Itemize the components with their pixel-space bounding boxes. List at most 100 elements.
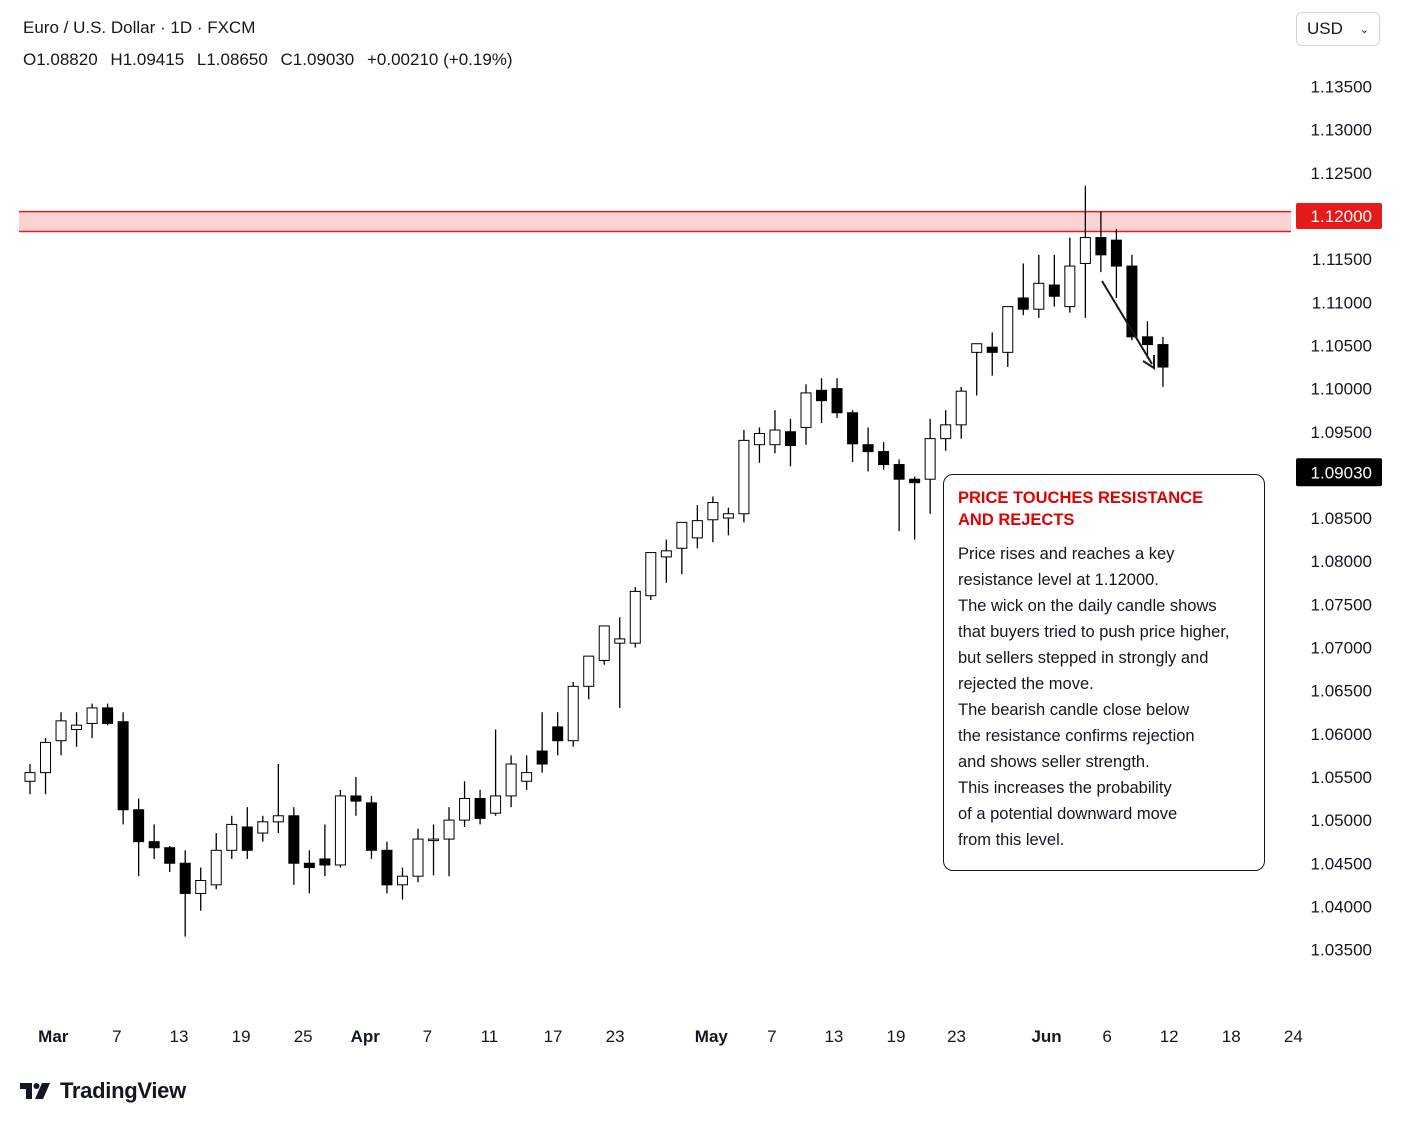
annotation-line: and shows seller strength.: [958, 753, 1150, 771]
candle-body-bullish: [1002, 306, 1014, 353]
candle-body-bearish: [1157, 344, 1169, 368]
candle-body-bearish: [365, 802, 377, 851]
candle-body-bearish: [1017, 297, 1029, 310]
candle-body-bullish: [707, 502, 719, 521]
price-tick-label: 1.07500: [1311, 595, 1372, 614]
resistance-zone-layer: [19, 210, 1291, 233]
candle-body-bullish: [971, 343, 983, 353]
price-axis: 1.13500 1.13000 1.12500 1.12000 1.11500 1.110…: [1296, 78, 1382, 960]
candle-body-bearish: [784, 431, 796, 447]
candle: [583, 655, 595, 700]
time-tick-label: May: [695, 1027, 729, 1046]
candle-body-bearish: [1095, 237, 1107, 256]
annotation-body: Price rises and reaches a key resistance…: [958, 541, 1250, 853]
candle-body-bullish: [769, 429, 781, 446]
candle: [226, 815, 238, 859]
candle: [195, 867, 207, 911]
time-tick-label: 12: [1160, 1027, 1179, 1046]
candle-body-bullish: [722, 513, 734, 519]
annotation-line: The wick on the daily candle shows: [958, 597, 1217, 615]
candle-body-bullish: [940, 424, 952, 440]
currency-value: USD: [1307, 19, 1343, 38]
price-tick-label: 1.09500: [1311, 423, 1372, 442]
candle: [459, 781, 471, 828]
candle: [660, 539, 672, 583]
candle: [940, 410, 952, 451]
price-tick-label: 1.11500: [1312, 250, 1372, 269]
candle: [986, 332, 998, 376]
candle-body-bullish: [676, 521, 688, 549]
candle: [784, 418, 796, 467]
candle: [598, 625, 610, 665]
candle-body-bearish: [986, 346, 998, 353]
candle: [893, 459, 905, 531]
candle: [909, 476, 921, 540]
candle: [722, 507, 734, 536]
candle: [691, 505, 703, 549]
candle-body-bearish: [303, 862, 315, 869]
price-tick-label: 1.05500: [1311, 768, 1372, 787]
candle: [288, 807, 300, 885]
candle-body-bullish: [272, 815, 284, 823]
time-tick-label: 17: [544, 1027, 563, 1046]
brand-logo[interactable]: TradingView: [20, 1078, 186, 1104]
candle: [148, 824, 160, 859]
candle: [862, 427, 874, 472]
candle: [505, 755, 517, 808]
candle: [1048, 254, 1060, 307]
candle-body-bullish: [195, 880, 207, 894]
candle: [102, 703, 114, 726]
candle-body-bullish: [24, 772, 36, 782]
candle-body-bearish: [909, 478, 921, 484]
ohlc-high: H1.09415: [110, 50, 185, 69]
resistance-price-label: 1.12000: [1311, 207, 1372, 226]
candle-body-bullish: [412, 838, 424, 877]
candle-body-bearish: [117, 721, 129, 811]
price-chart[interactable]: 1.13500 1.13000 1.12500 1.12000 1.11500 1.110…: [0, 0, 1402, 1070]
candle: [474, 789, 486, 825]
candle-body-bearish: [536, 750, 548, 765]
ohlc-close: C1.09030: [280, 50, 355, 69]
candle: [769, 410, 781, 454]
candle-body-bullish: [459, 798, 471, 821]
time-tick-label: 13: [170, 1027, 189, 1046]
candle: [614, 617, 626, 708]
time-tick-label: 19: [232, 1027, 251, 1046]
candle: [365, 795, 377, 859]
candle: [350, 776, 362, 816]
candle: [816, 378, 828, 424]
candle-body-bullish: [428, 838, 440, 842]
candle: [164, 845, 176, 872]
candle-body-bearish: [847, 412, 859, 445]
candle-body-bearish: [474, 798, 486, 819]
candle-body-bullish: [738, 439, 750, 515]
time-tick-label: 23: [606, 1027, 625, 1046]
symbol-title: Euro / U.S. Dollar · 1D · FXCM: [23, 18, 256, 37]
candle-body-bearish: [350, 795, 362, 802]
currency-select[interactable]: USD ⌄: [1296, 12, 1380, 46]
candle: [71, 712, 83, 747]
annotation-title-line: PRICE TOUCHES RESISTANCE: [958, 489, 1204, 507]
candle: [971, 343, 983, 396]
candle-body-bearish: [1141, 336, 1153, 346]
candle-body-bullish: [645, 552, 657, 597]
candle-body-bearish: [319, 858, 331, 866]
time-tick-label: 24: [1284, 1027, 1303, 1046]
candles-layer: [24, 185, 1169, 937]
time-tick-label: 18: [1222, 1027, 1241, 1046]
candle: [319, 824, 331, 877]
annotation-title: PRICE TOUCHES RESISTANCE AND REJECTS: [958, 487, 1250, 531]
candle-body-bullish: [1079, 237, 1091, 264]
candle: [645, 552, 657, 601]
price-tick-label: 1.12500: [1311, 164, 1372, 183]
candle-body-bearish: [102, 707, 114, 724]
candle-body-bullish: [334, 795, 346, 866]
annotation-line: The bearish candle close below: [958, 701, 1190, 719]
price-tick-label: 1.07000: [1311, 639, 1372, 658]
candle: [117, 712, 129, 825]
candle: [396, 867, 408, 900]
candle: [831, 378, 843, 418]
candle: [1141, 321, 1153, 359]
annotation-title-line: AND REJECTS: [958, 511, 1075, 529]
candle: [536, 712, 548, 773]
